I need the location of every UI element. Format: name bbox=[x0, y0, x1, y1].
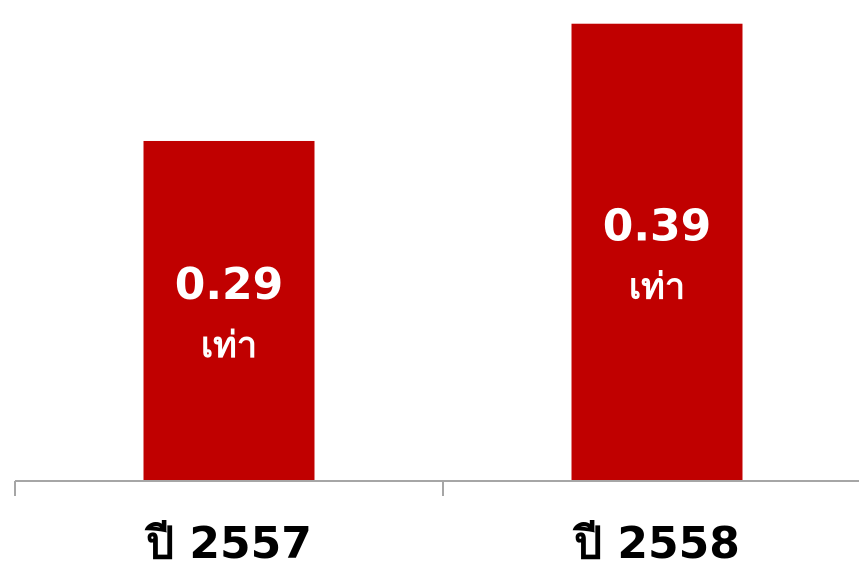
bar-unit-label: เท่า bbox=[629, 266, 685, 307]
x-axis bbox=[14, 480, 859, 496]
bar-value-label: 0.39 bbox=[603, 200, 712, 251]
bar-2 bbox=[571, 23, 743, 481]
data-labels: 0.29 เท่า 0.39 เท่า bbox=[175, 200, 712, 366]
x-tick-label: ปี 2558 bbox=[572, 518, 740, 566]
bar-1 bbox=[143, 140, 315, 481]
bar-unit-label: เท่า bbox=[201, 325, 257, 366]
x-tick-label: ปี 2557 bbox=[144, 518, 312, 566]
bars bbox=[143, 23, 743, 481]
x-tick-labels: ปี 2557 ปี 2558 bbox=[144, 518, 740, 566]
bar-value-label: 0.29 bbox=[175, 259, 284, 310]
